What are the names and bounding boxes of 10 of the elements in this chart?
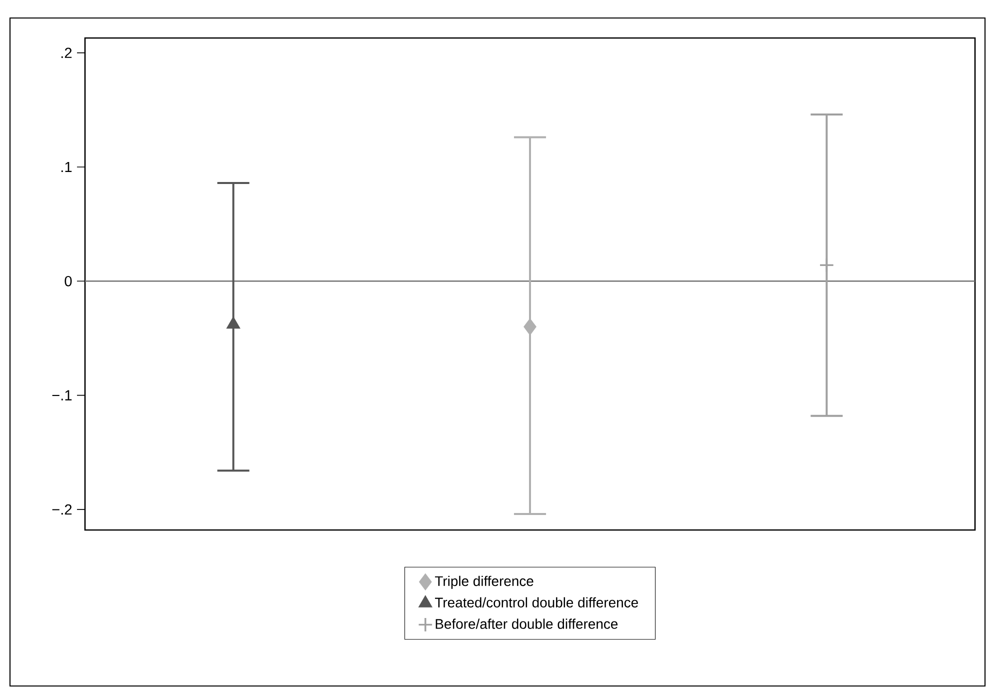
y-tick-label: .2 [61,48,72,58]
legend-label: Treated/control double difference [434,597,638,608]
legend-label: Before/after double difference [436,618,618,629]
point [524,318,536,335]
y-tick-label: −.1 [52,390,72,400]
y-tick-label: −.2 [52,504,72,515]
y-tick-label: 0 [64,276,72,286]
y-tick-label: .1 [61,162,72,172]
legend-label: Triple difference [434,576,534,589]
point [226,317,240,329]
